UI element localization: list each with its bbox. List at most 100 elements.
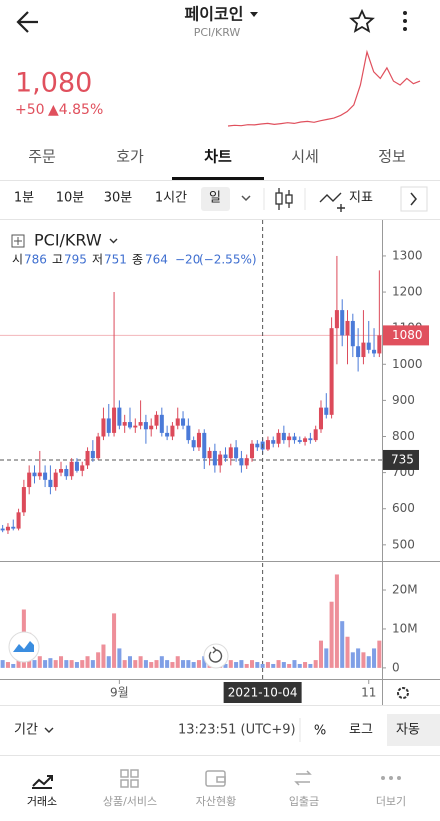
y-tick-label: 1300 [392, 248, 423, 262]
crosshair-x-label: 2021-10-04 [228, 686, 298, 700]
volume-bar [133, 660, 138, 668]
auto-button[interactable]: 자동 [396, 723, 420, 738]
volume-bar [260, 663, 265, 668]
sparkline [227, 49, 421, 127]
indicator-icon[interactable] [319, 192, 345, 212]
candle-body [0, 528, 5, 531]
chart-style-button[interactable] [8, 631, 40, 663]
interval-button[interactable]: 10분 [56, 191, 85, 206]
interval-dropdown[interactable] [241, 195, 251, 202]
active-interval-bg [201, 187, 230, 211]
nav-label[interactable]: 자산현황 [196, 795, 236, 808]
volume-bar [122, 660, 127, 668]
legend-toggle[interactable] [11, 234, 25, 248]
volume-bar [223, 663, 228, 668]
current-price-label-bg [383, 325, 429, 346]
candle-body [96, 436, 101, 459]
tab[interactable]: 주문 [28, 148, 56, 166]
interval-button[interactable]: 30분 [104, 191, 133, 206]
y-tick-label: 20M [392, 583, 418, 597]
candle-body [117, 407, 122, 426]
volume-bar [377, 640, 382, 668]
volume-bar [244, 663, 249, 668]
nav-icon [32, 775, 53, 789]
candle-body [127, 422, 133, 428]
title-dropdown[interactable] [250, 12, 258, 17]
volume-bar [202, 656, 207, 668]
candle-body [16, 512, 21, 529]
legend-label: 저 [92, 253, 103, 267]
volume-bar [329, 601, 334, 668]
clock: 13:23:51 (UTC+9) [178, 723, 296, 738]
candle-body [239, 458, 244, 466]
legend-symbol[interactable]: PCI/KRW [34, 231, 102, 250]
candle-body [281, 432, 286, 441]
period-dropdown[interactable] [44, 727, 54, 733]
tab[interactable]: 시세 [291, 148, 319, 166]
candle-body [340, 310, 345, 336]
volume-bar [37, 656, 42, 668]
candle-body [43, 472, 48, 480]
nav-label[interactable]: 상품/서비스 [103, 795, 157, 808]
percent-button[interactable]: % [314, 724, 326, 739]
volume-bar [32, 660, 37, 668]
indicator-button[interactable]: 지표 [349, 191, 373, 206]
candle-body [318, 407, 324, 430]
y-tick-label: 800 [392, 429, 415, 443]
nav-label[interactable]: 입출금 [289, 795, 319, 808]
nav-label[interactable]: 더보기 [376, 795, 406, 808]
volume-bar [186, 660, 191, 668]
volume-bar [292, 660, 297, 668]
favorite-button[interactable] [349, 8, 375, 33]
volume-bar [58, 656, 64, 668]
candle-body [271, 440, 276, 444]
interval-button[interactable]: 일 [209, 191, 221, 206]
period-button[interactable]: 기간 [14, 723, 38, 738]
volume-bar [74, 662, 79, 668]
volume-bar [196, 660, 201, 668]
candle-body [356, 346, 361, 358]
candle-body [133, 425, 138, 428]
tab[interactable]: 호가 [116, 148, 144, 166]
crosshair-x-label-bg [223, 682, 302, 703]
candle-body [170, 425, 175, 437]
coin-title[interactable]: 페이코인 [185, 5, 244, 24]
y-tick-label: 1200 [392, 285, 423, 299]
nav-icon [205, 770, 226, 787]
legend-value: 751 [104, 253, 127, 267]
crosshair-y-label-bg [383, 449, 419, 470]
candle-body [255, 443, 260, 448]
back-button[interactable] [16, 11, 38, 33]
legend-dropdown[interactable] [109, 238, 118, 244]
interval-button[interactable]: 1분 [14, 191, 34, 206]
log-button[interactable]: 로그 [349, 723, 373, 738]
volume-bar [0, 660, 5, 668]
more-button[interactable] [403, 11, 407, 31]
candle-body [85, 450, 90, 466]
volume-bar [11, 663, 16, 668]
candle-body [53, 472, 58, 488]
reset-button[interactable] [203, 643, 229, 669]
interval-button[interactable]: 1시간 [155, 191, 187, 206]
volume-bar [16, 656, 21, 668]
volume-bar [96, 652, 101, 668]
candle-body [345, 320, 350, 336]
volume-bar [43, 660, 48, 668]
y-tick-label: 10M [392, 621, 418, 635]
x-tick-label: 9월 [110, 686, 129, 700]
candle-body [212, 450, 217, 466]
y-tick-label: 900 [392, 393, 415, 407]
scroll-button[interactable] [400, 186, 428, 212]
tab[interactable]: 차트 [204, 148, 232, 166]
tab[interactable]: 정보 [378, 148, 406, 166]
volume-bar [228, 660, 233, 668]
volume-bar [276, 660, 281, 668]
candle-body [361, 342, 366, 358]
nav-label[interactable]: 거래소 [27, 795, 57, 808]
volume-bar [175, 656, 180, 668]
volume-bar [5, 662, 10, 668]
candle-body [37, 472, 42, 477]
chart-type-button[interactable] [275, 188, 293, 210]
candle-body [48, 479, 53, 488]
settings-button[interactable] [397, 687, 409, 699]
